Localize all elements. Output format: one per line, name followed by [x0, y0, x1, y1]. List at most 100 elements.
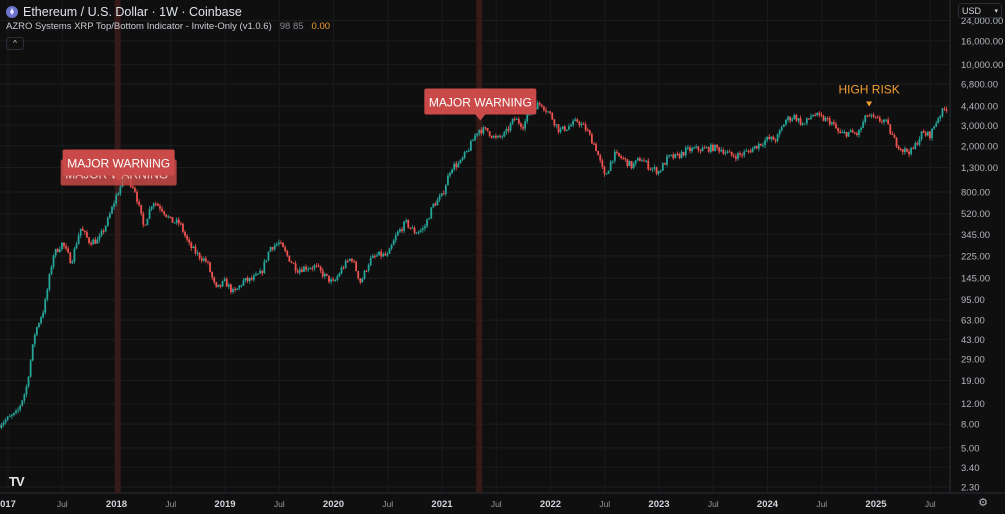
- candle-body: [246, 278, 249, 282]
- candle-body: [255, 273, 257, 276]
- y-tick-label: 16,000.00: [961, 36, 1003, 47]
- candle-body: [908, 151, 910, 155]
- candle-body: [611, 160, 614, 162]
- candle-body: [459, 159, 462, 164]
- candle-body: [712, 144, 714, 152]
- candle-body: [703, 147, 706, 149]
- candle-body: [559, 129, 562, 133]
- symbol-title: Ethereum / U.S. Dollar · 1W · Coinbase: [23, 5, 242, 19]
- collapse-legend-button[interactable]: ^: [6, 37, 24, 50]
- candle-body: [200, 258, 203, 261]
- candle-body: [847, 131, 850, 137]
- currency-select[interactable]: USD ▾: [958, 3, 1002, 18]
- candle-body: [732, 155, 735, 157]
- warning-label-text: MAJOR WARNING: [429, 96, 532, 110]
- candle-body: [94, 239, 97, 244]
- candle-body: [169, 216, 172, 218]
- candle-body: [630, 160, 633, 169]
- candle-body: [223, 278, 226, 282]
- candle-body: [140, 204, 143, 214]
- candle-body: [634, 160, 637, 164]
- candle-body: [217, 284, 220, 287]
- candle-body: [657, 171, 660, 174]
- candle-body: [311, 268, 314, 270]
- candle-body: [636, 158, 639, 161]
- candle-body: [63, 242, 65, 247]
- candle-body: [227, 284, 230, 287]
- candle-body: [674, 153, 677, 159]
- candle-body: [593, 143, 595, 145]
- candle-body: [371, 255, 374, 258]
- candle-body: [148, 209, 151, 219]
- candle-body: [774, 139, 777, 142]
- candle-body: [411, 227, 414, 229]
- candle-body: [524, 121, 527, 129]
- candle-body: [543, 106, 545, 110]
- candle-body: [209, 262, 211, 273]
- candle-body: [638, 158, 641, 162]
- x-tick-label: Jul: [925, 499, 936, 509]
- candle-body: [588, 130, 591, 135]
- candle-body: [526, 114, 529, 122]
- candle-body: [384, 253, 387, 256]
- candle-body: [434, 203, 437, 206]
- candle-body: [870, 114, 873, 116]
- candle-body: [361, 278, 364, 283]
- candle-body: [855, 133, 858, 136]
- candle-body: [941, 108, 944, 116]
- candle-body: [415, 232, 418, 234]
- candle-body: [849, 130, 852, 132]
- candle-body: [939, 115, 942, 119]
- y-tick-label: 800.00: [961, 187, 990, 198]
- candle-body: [924, 132, 927, 136]
- candle-body: [286, 250, 289, 256]
- candle-body: [791, 118, 794, 121]
- candle-body: [340, 267, 343, 274]
- x-tick-label: 2018: [106, 499, 127, 510]
- candle-body: [136, 191, 138, 202]
- y-tick-label: 29.00: [961, 355, 985, 366]
- candle-body: [762, 145, 764, 147]
- candle-body: [511, 118, 514, 124]
- candle-body: [868, 115, 871, 117]
- candle-body: [234, 288, 236, 291]
- tradingview-logo[interactable]: TV: [9, 474, 25, 489]
- candle-body: [551, 113, 554, 120]
- candle-body: [365, 270, 368, 272]
- candle-body: [538, 102, 541, 105]
- candle-body: [584, 124, 587, 131]
- candle-body: [102, 230, 105, 232]
- candle-body: [163, 211, 166, 215]
- x-tick-label: 2019: [214, 499, 235, 510]
- candle-body: [889, 124, 892, 134]
- warning-label: [424, 88, 537, 115]
- y-tick-label: 24,000.00: [961, 16, 1003, 27]
- candle-body: [684, 147, 687, 156]
- candle-body: [27, 376, 30, 387]
- candle-body: [490, 135, 493, 138]
- candle-body: [449, 173, 451, 176]
- candle-body: [86, 232, 88, 238]
- gear-icon[interactable]: ⚙: [978, 497, 988, 509]
- candle-body: [35, 327, 38, 335]
- candle-body: [388, 248, 391, 254]
- candle-body: [897, 146, 900, 149]
- symbol-header[interactable]: Ethereum / U.S. Dollar · 1W · Coinbase: [6, 5, 242, 19]
- candle-body: [926, 131, 929, 136]
- candle-body: [826, 118, 829, 120]
- candle-body: [910, 147, 913, 155]
- x-tick-label: Jul: [274, 499, 285, 509]
- indicator-legend[interactable]: AZRO Systems XRP Top/Bottom Indicator - …: [6, 21, 330, 32]
- candle-body: [159, 205, 161, 209]
- candle-body: [678, 154, 681, 158]
- candle-body: [232, 288, 234, 293]
- candle-body: [240, 285, 243, 287]
- candle-body: [79, 228, 82, 236]
- candle-body: [465, 150, 468, 153]
- candle-body: [265, 260, 268, 262]
- candle-body: [872, 114, 875, 117]
- candle-body: [480, 129, 483, 134]
- candle-body: [96, 239, 99, 244]
- candle-body: [757, 143, 760, 149]
